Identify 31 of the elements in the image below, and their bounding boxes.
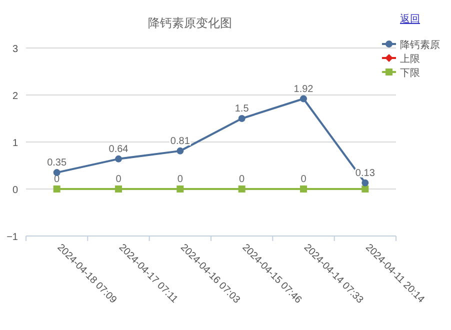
data-label: 0.81 [170, 136, 190, 147]
legend-label: 上限 [400, 53, 420, 65]
legend-label: 下限 [400, 68, 420, 79]
y-tick-label: 2 [12, 91, 18, 102]
point [362, 186, 369, 192]
point [362, 179, 369, 186]
data-label: 1.92 [294, 84, 314, 95]
data-label: 0 [116, 174, 122, 185]
legend-label: 降钙素原 [400, 39, 440, 51]
y-tick-label: 1 [12, 138, 18, 149]
point [300, 95, 307, 102]
point [238, 186, 246, 192]
chart-title: 降钙素原变化图 [148, 16, 232, 30]
point [53, 169, 60, 176]
y-tick-label: 0 [12, 185, 18, 196]
data-label: 1.5 [234, 104, 250, 114]
y-tick-label: 3 [12, 44, 18, 55]
data-label: 0.64 [108, 144, 129, 155]
point [300, 186, 307, 192]
point [115, 186, 122, 192]
y-tick-label: −1 [6, 232, 18, 243]
point [53, 186, 60, 192]
data-label: 0 [239, 174, 246, 185]
point [238, 115, 246, 122]
point [176, 186, 184, 192]
data-label: 0 [300, 174, 307, 185]
text: 返回 [400, 13, 420, 25]
data-label: 0 [177, 174, 184, 185]
point [176, 147, 184, 154]
data-label: 0.35 [47, 158, 67, 169]
point [115, 155, 122, 162]
